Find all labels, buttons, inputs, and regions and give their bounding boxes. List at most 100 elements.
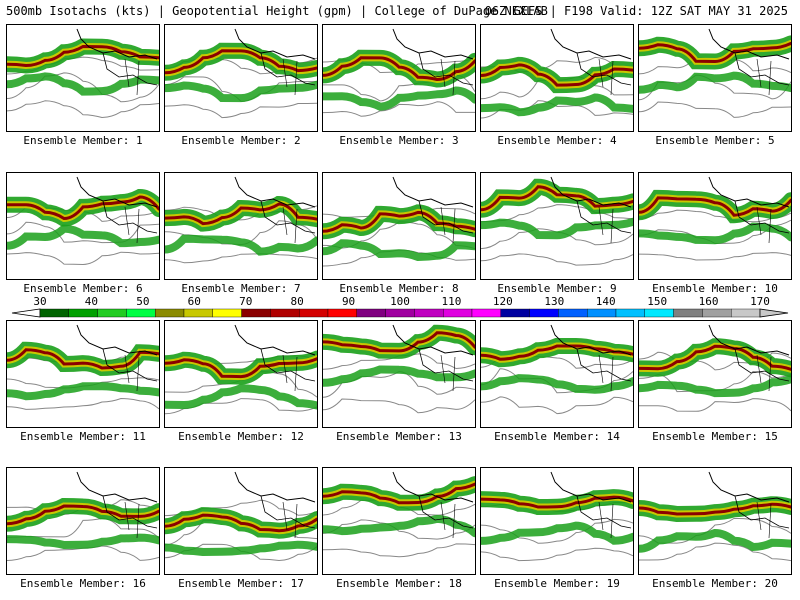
state-border: [576, 52, 632, 86]
ensemble-map: [639, 324, 791, 412]
state-border: [734, 52, 790, 86]
state-border: [598, 501, 614, 539]
country-border: [234, 471, 316, 503]
isotach-band-secondary: [323, 365, 475, 387]
header-title: 500mb Isotachs (kts) | Geopotential Heig…: [6, 4, 548, 18]
height-contour: [165, 102, 317, 119]
state-border: [576, 200, 632, 234]
height-contour: [639, 542, 791, 562]
state-border: [260, 200, 316, 234]
height-contour: [323, 398, 475, 414]
country-border: [392, 28, 474, 60]
ensemble-map: [323, 471, 475, 558]
state-border: [418, 495, 474, 529]
isotach-band-core: [639, 502, 791, 516]
colorbar-swatch: [644, 308, 674, 318]
colorbar-swatch: [126, 308, 156, 318]
isotach-band-core: [639, 344, 791, 371]
country-border: [550, 28, 632, 60]
colorbar-swatch: [615, 308, 645, 318]
country-border: [234, 176, 316, 208]
height-contour: [639, 101, 791, 118]
ensemble-map-panel: [164, 172, 318, 280]
country-border: [550, 471, 632, 503]
isotach-band-secondary: [481, 93, 633, 117]
colorbar-swatch: [97, 308, 127, 318]
isotach-band-core: [7, 195, 159, 221]
country-border: [708, 324, 790, 356]
map-header: 500mb Isotachs (kts) | Geopotential Heig…: [0, 0, 800, 22]
height-contour: [481, 396, 633, 415]
country-border: [392, 324, 474, 356]
colorbar-swatch: [414, 308, 444, 318]
isotach-band-secondary: [639, 71, 791, 94]
ensemble-map-panel: [480, 467, 634, 575]
state-border: [124, 58, 140, 96]
colorbar-tick-label: 40: [84, 295, 99, 308]
ensemble-member-label: Ensemble Member: 19: [494, 577, 620, 590]
country-border: [708, 28, 790, 60]
state-border: [756, 206, 772, 244]
colorbar-swatch: [270, 308, 300, 318]
ensemble-member-label: Ensemble Member: 10: [652, 282, 778, 295]
state-border: [440, 501, 456, 539]
ensemble-member-label: Ensemble Member: 3: [339, 134, 459, 147]
ensemble-map: [481, 176, 633, 266]
isotach-band-secondary: [165, 540, 317, 557]
isotach-band-core: [165, 513, 317, 533]
state-border: [102, 348, 158, 382]
isotach-band-core: [323, 331, 475, 353]
country-border: [392, 176, 474, 208]
country-border: [76, 176, 158, 208]
ensemble-member-label: Ensemble Member: 18: [336, 577, 462, 590]
country-border: [708, 471, 790, 503]
isotach-band-secondary: [165, 234, 317, 256]
ensemble-map-panel: [638, 24, 792, 132]
ensemble-map: [7, 471, 159, 561]
country-border: [392, 471, 474, 503]
isotach-band-secondary: [323, 514, 475, 538]
ensemble-member-label: Ensemble Member: 6: [23, 282, 143, 295]
state-border: [282, 206, 298, 244]
state-border: [756, 58, 772, 96]
state-border: [440, 58, 456, 96]
state-border: [282, 354, 298, 392]
ensemble-map-panel: [322, 320, 476, 428]
isotach-band-secondary: [165, 80, 317, 103]
colorbar-tick-label: 150: [647, 295, 668, 308]
ensemble-map-panel: [322, 172, 476, 280]
ensemble-map: [165, 324, 317, 415]
colorbar-swatch: [731, 308, 761, 318]
ensemble-map: [7, 176, 159, 266]
state-border: [756, 354, 772, 392]
ensemble-map: [639, 471, 791, 562]
colorbar-right-arrow: [759, 308, 789, 318]
colorbar-swatch: [299, 308, 329, 318]
state-border: [260, 52, 316, 86]
colorbar-tick-label: 30: [33, 295, 47, 308]
state-border: [440, 354, 456, 392]
height-contour: [7, 251, 159, 266]
ensemble-map-panel: [6, 467, 160, 575]
ensemble-map-panel: [322, 24, 476, 132]
isotach-band-core: [481, 185, 633, 212]
ensemble-member-label: Ensemble Member: 12: [178, 430, 304, 443]
ensemble-member-label: Ensemble Member: 11: [20, 430, 146, 443]
colorbar-tick-label: 130: [544, 295, 565, 308]
state-border: [734, 495, 790, 529]
isotach-band-core: [165, 202, 317, 226]
colorbar-swatch: [587, 308, 617, 318]
isotach-band-core: [323, 482, 475, 505]
state-border: [102, 200, 158, 234]
colorbar-swatch: [673, 308, 703, 318]
ensemble-member-label: Ensemble Member: 2: [181, 134, 301, 147]
ensemble-member-label: Ensemble Member: 5: [655, 134, 775, 147]
height-contour: [7, 221, 159, 244]
ensemble-map: [165, 28, 317, 119]
ensemble-map-panel: [164, 320, 318, 428]
ensemble-map-panel: [6, 24, 160, 132]
state-border: [124, 354, 140, 392]
state-border: [734, 348, 790, 382]
ensemble-member-label: Ensemble Member: 4: [497, 134, 617, 147]
state-border: [102, 495, 158, 529]
